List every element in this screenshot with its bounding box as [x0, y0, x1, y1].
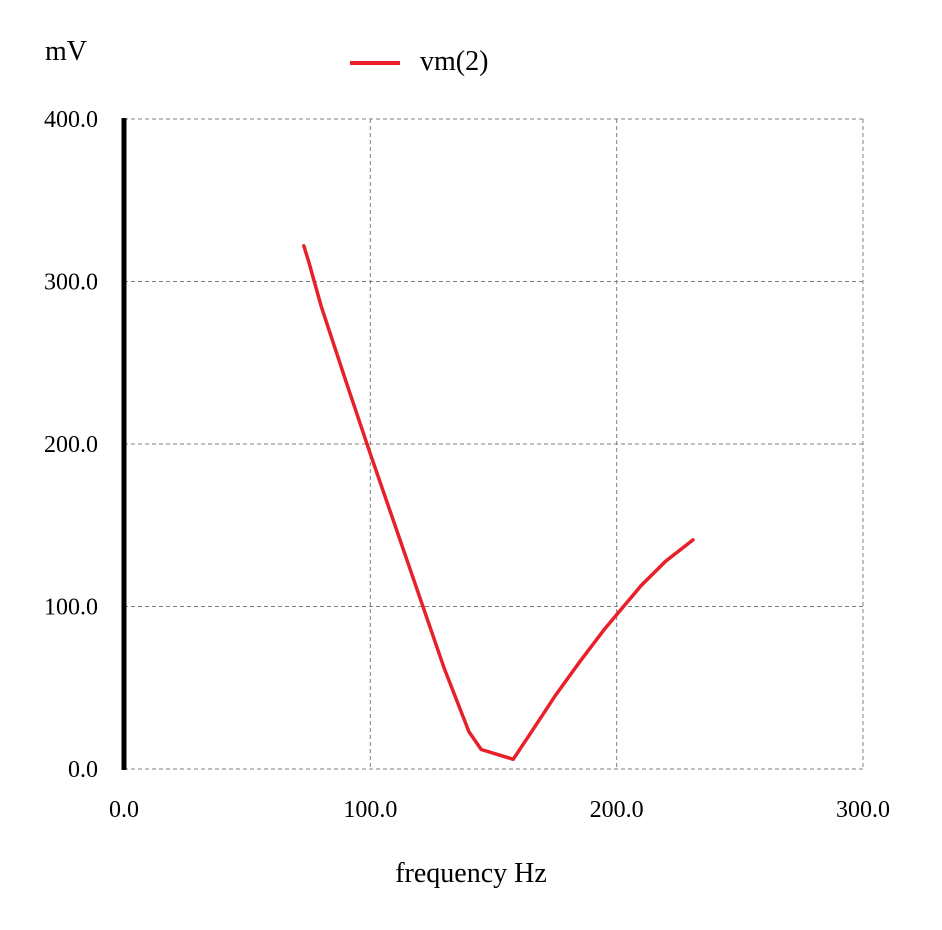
legend: vm(2) [350, 46, 488, 77]
y-tick-labels: 0.0 100.0 200.0 300.0 400.0 [44, 107, 98, 783]
x-axis-label: frequency Hz [395, 858, 547, 889]
x-tick-label: 0.0 [109, 797, 139, 823]
x-tick-label: 100.0 [343, 797, 397, 823]
y-tick-label: 100.0 [44, 595, 98, 621]
legend-label-vm2: vm(2) [420, 46, 488, 77]
grid [123, 118, 864, 770]
series-line-vm2 [302, 244, 695, 762]
y-tick-label: 300.0 [44, 270, 98, 296]
series-layer [302, 244, 695, 762]
x-tick-label: 300.0 [836, 797, 890, 823]
y-tick-label: 0.0 [68, 757, 98, 783]
y-tick-label: 400.0 [44, 107, 98, 133]
y-axis-unit-label: mV [45, 36, 87, 67]
x-tick-label: 200.0 [590, 797, 644, 823]
y-tick-label: 200.0 [44, 432, 98, 458]
x-tick-labels: 0.0 100.0 200.0 300.0 [109, 797, 890, 823]
